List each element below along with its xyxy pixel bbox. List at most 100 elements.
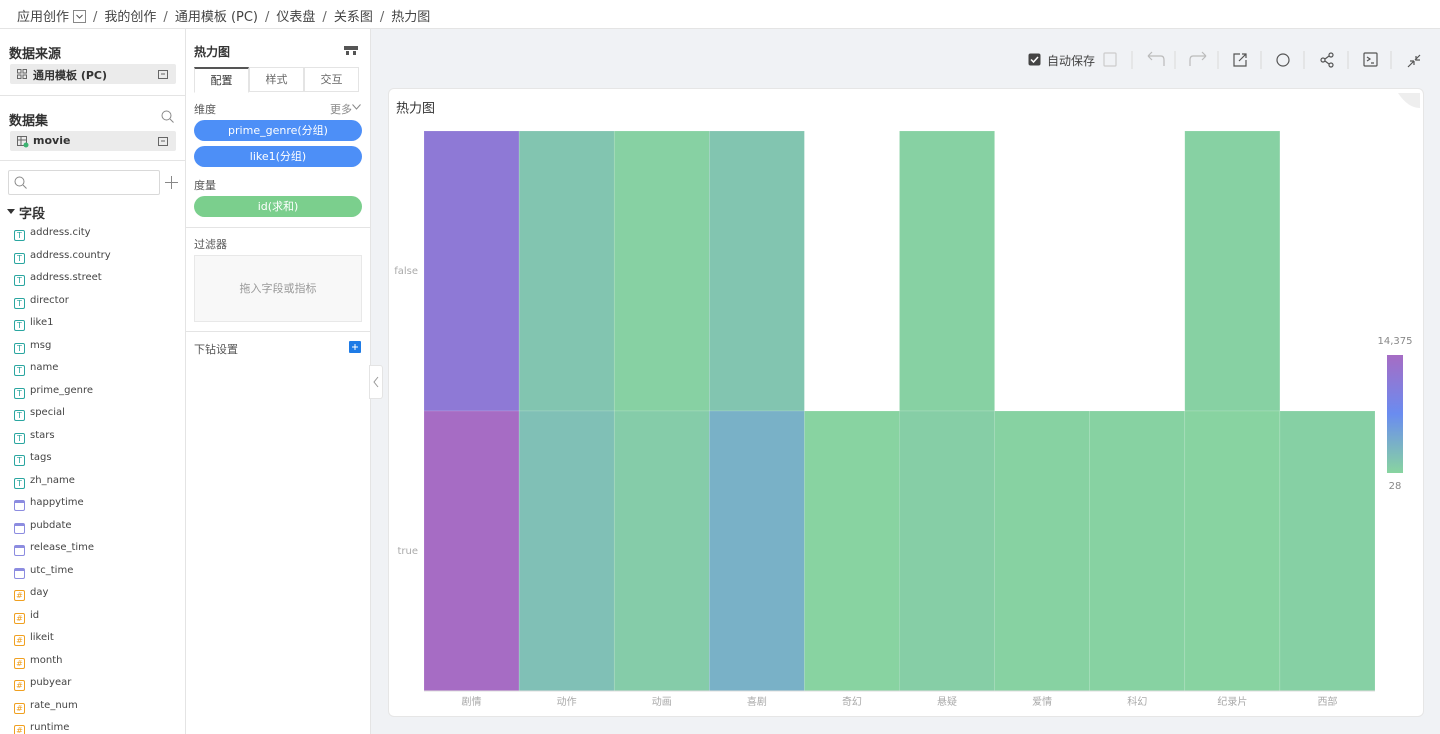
icon (158, 70, 168, 79)
tab[interactable]: 交互 (304, 67, 359, 92)
source-item[interactable]: 通用模板 (PC) (10, 64, 176, 84)
field-icon (14, 545, 25, 556)
breadcrumb-item[interactable]: 热力图 (391, 10, 431, 25)
dimension-pill[interactable]: prime_genre(分组) (194, 120, 362, 141)
collapse-handle[interactable] (369, 365, 383, 399)
x-tick-label: 动画 (652, 696, 672, 708)
icon (17, 69, 27, 79)
heat-cell (518, 130, 615, 412)
divider (186, 331, 370, 332)
field-name[interactable]: happytime (30, 497, 84, 508)
field-name[interactable]: special (30, 407, 65, 418)
field-icon: T (14, 342, 25, 354)
placeholder: 拖入字段或指标 (239, 282, 317, 295)
panel-title: 热力图 (194, 45, 231, 59)
label: 维度 (194, 103, 216, 116)
heat-cell (1279, 410, 1376, 692)
field-name[interactable]: runtime (30, 722, 70, 733)
visual-map-label: 28 (1389, 481, 1402, 492)
field-name[interactable]: month (30, 654, 63, 666)
x-tick-label: 剧情 (462, 695, 482, 708)
dataset-item[interactable]: movie (10, 131, 176, 151)
x-tick-label: 纪录片 (1217, 695, 1247, 708)
field-icon (14, 500, 25, 511)
measure-pill[interactable]: id(求和) (194, 196, 362, 217)
field-icon: T (14, 320, 25, 331)
undo-icon[interactable] (1147, 51, 1165, 66)
field-name[interactable]: name (30, 362, 59, 373)
breadcrumb: 应用创作 / 我的创作 / 通用模板 (PC) / 仪表盘 / 关系图 / 热力图 (17, 6, 430, 25)
export-icon[interactable] (1233, 53, 1247, 67)
field-icon: T (14, 252, 25, 264)
field-name[interactable]: tags (30, 452, 52, 463)
breadcrumb-item[interactable]: 通用模板 (PC) (174, 10, 259, 25)
field-icon: T (14, 297, 25, 309)
field-name[interactable]: pubyear (30, 677, 72, 688)
field-name[interactable]: day (30, 587, 49, 598)
field-name[interactable]: like1 (30, 317, 54, 328)
field-name[interactable]: address.city (30, 227, 91, 238)
icon (14, 176, 27, 189)
redo-icon[interactable] (1189, 51, 1207, 66)
checkbox[interactable] (1028, 53, 1042, 67)
search-icon[interactable] (161, 110, 174, 123)
separator: / (265, 10, 270, 25)
field-name[interactable]: director (30, 294, 69, 306)
section-title: 数据来源 (9, 47, 62, 62)
field-name[interactable]: address.street (30, 272, 102, 283)
x-tick-label: 悬疑 (937, 696, 957, 708)
toolbar-icons (1103, 51, 1421, 69)
heat-cell (1089, 410, 1186, 692)
heat-cell (518, 410, 615, 692)
field-name[interactable]: msg (30, 339, 52, 351)
field-name[interactable]: address.country (30, 249, 111, 261)
filter-dropzone[interactable]: 拖入字段或指标 (194, 255, 362, 322)
tab[interactable]: 配置 (194, 67, 249, 93)
share-icon[interactable] (1320, 52, 1334, 68)
field-name[interactable]: release_time (30, 542, 95, 553)
dropdown-icon (73, 10, 87, 23)
save-icon[interactable] (1103, 52, 1117, 67)
y-tick-label: false (394, 266, 418, 277)
field-name[interactable]: id (30, 609, 40, 621)
x-tick-label: 科幻 (1127, 695, 1147, 708)
corner-icon[interactable] (1398, 93, 1420, 108)
field-icon: T (14, 432, 25, 444)
field-name[interactable]: stars (30, 429, 55, 441)
caret (76, 14, 83, 19)
code-icon[interactable] (1363, 52, 1378, 67)
preview-icon[interactable] (1276, 53, 1290, 67)
breadcrumb-item[interactable]: 仪表盘 (276, 10, 316, 25)
breadcrumb-item[interactable]: 应用创作 (17, 10, 70, 25)
divider (0, 28, 1440, 29)
field-name[interactable]: rate_num (30, 699, 78, 711)
y-tick-label: true (397, 546, 418, 557)
icon (373, 376, 379, 388)
label: 过滤器 (194, 238, 227, 251)
field-name[interactable]: zh_name (30, 474, 75, 486)
more-link[interactable]: 更多 (330, 103, 352, 116)
chart-type-icon[interactable] (344, 44, 358, 55)
separator: / (379, 10, 385, 25)
collapse-icon[interactable] (1407, 54, 1421, 68)
field-name[interactable]: pubdate (30, 519, 72, 531)
breadcrumb-item[interactable]: 我的创作 (104, 10, 157, 25)
field-name[interactable]: prime_genre (30, 384, 94, 396)
field-icon: # (14, 612, 25, 624)
add-button[interactable] (349, 341, 361, 353)
dimension-pill[interactable]: like1(分组) (194, 146, 362, 167)
label: 度量 (194, 179, 216, 192)
add-button[interactable] (165, 176, 178, 189)
search-input[interactable] (8, 170, 160, 195)
field-icon: T (14, 230, 25, 241)
separator: / (163, 10, 168, 25)
field-name[interactable]: utc_time (30, 564, 74, 576)
tab[interactable]: 样式 (249, 67, 304, 92)
field-icon: # (14, 680, 25, 691)
field-name[interactable]: likeit (30, 632, 54, 643)
breadcrumb-item[interactable]: 关系图 (333, 10, 373, 25)
section-title: 字段 (19, 207, 46, 222)
caret[interactable] (7, 208, 15, 216)
source-name: 通用模板 (PC) (33, 69, 108, 82)
